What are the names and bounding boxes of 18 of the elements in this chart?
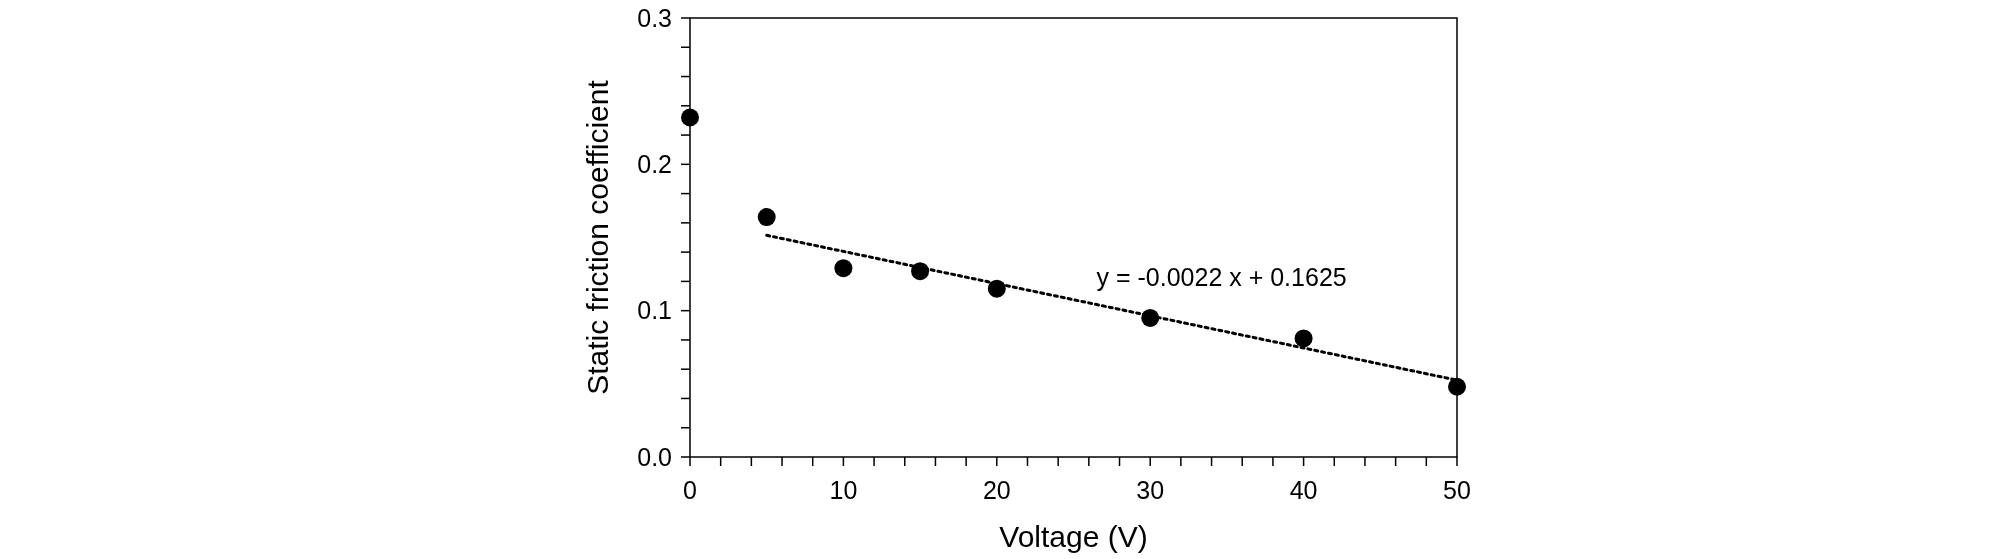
x-tick-label: 50 bbox=[1443, 476, 1471, 504]
y-tick-label: 0.2 bbox=[637, 150, 672, 179]
y-axis-title: Static friction coefficient bbox=[581, 79, 614, 395]
y-tick-label: 0.1 bbox=[637, 296, 672, 325]
x-tick-label: 10 bbox=[829, 476, 858, 504]
point bbox=[834, 259, 853, 278]
x-axis-title: Voltage (V) bbox=[999, 520, 1148, 553]
x-tick-label: 0 bbox=[683, 476, 697, 504]
annotation: y = -0.0022 x + 0.1625 bbox=[1096, 262, 1347, 291]
point bbox=[757, 208, 776, 227]
x-tick-label: 20 bbox=[982, 476, 1011, 504]
point bbox=[681, 108, 699, 127]
point bbox=[1294, 329, 1313, 348]
y-tick-label: 0.0 bbox=[637, 442, 672, 471]
x-tick-label: 40 bbox=[1289, 476, 1318, 504]
y-tick-label: 0.3 bbox=[637, 3, 672, 32]
x-tick-label: 30 bbox=[1136, 476, 1165, 504]
point bbox=[1448, 377, 1466, 396]
